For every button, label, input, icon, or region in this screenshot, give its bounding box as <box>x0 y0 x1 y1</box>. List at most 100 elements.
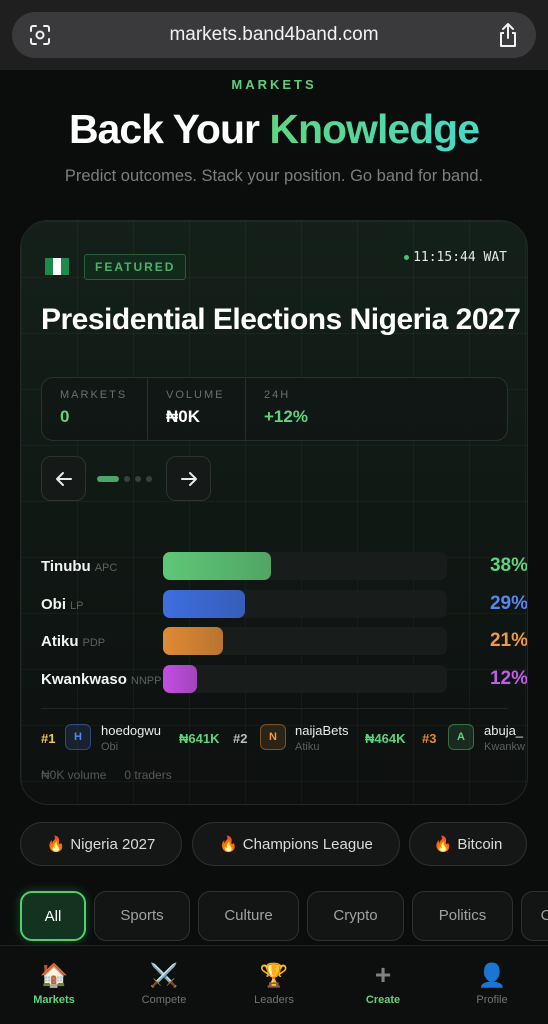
divider <box>41 708 508 709</box>
carousel-dot[interactable] <box>146 476 152 482</box>
candidate-row[interactable]: Obi LP 29% <box>41 589 527 619</box>
live-dot-icon <box>404 255 410 260</box>
stat-label: VOLUME <box>166 389 225 401</box>
candidate-party: APC <box>94 562 118 574</box>
tab-crypto[interactable]: Crypto <box>307 891 404 941</box>
candidate-name-text: Atiku <box>41 633 79 650</box>
leader-username: hoedogwu <box>101 723 161 738</box>
tab-culture[interactable]: Culture <box>198 891 299 941</box>
category-tabs: All Sports Culture Crypto Politics C <box>20 891 548 941</box>
arrow-right-icon <box>181 472 197 486</box>
nav-label: Create <box>365 994 401 1006</box>
leader-pick: Obi <box>101 741 119 753</box>
page-subtitle: Predict outcomes. Stack your position. G… <box>64 167 484 185</box>
chip-label: Nigeria 2027 <box>70 836 156 853</box>
leader-rank: #3 <box>422 731 437 746</box>
stat-volume: VOLUME ₦0K <box>148 378 246 440</box>
swords-icon: ⚔️ <box>149 962 179 988</box>
arrow-left-icon <box>56 472 72 486</box>
candidate-percent: 21% <box>489 630 528 651</box>
candidate-bar-fill <box>163 665 198 693</box>
plus-icon: + <box>374 959 392 990</box>
carousel-dot[interactable] <box>124 476 130 482</box>
fire-icon: 🔥 <box>433 836 453 853</box>
chip-champions-league[interactable]: 🔥 Champions League <box>192 822 400 866</box>
nav-markets[interactable]: 🏠 Markets <box>6 960 102 1006</box>
tab-politics[interactable]: Politics <box>412 891 513 941</box>
candidate-name: Tinubu APC <box>41 558 117 575</box>
nav-profile[interactable]: 👤 Profile <box>444 960 540 1006</box>
stat-label: 24H <box>264 389 291 401</box>
footer-volume: ₦0K volume <box>41 768 107 782</box>
stat-value: 0 <box>60 407 70 426</box>
candidate-percent: 38% <box>489 555 528 576</box>
market-title: Presidential Elections Nigeria 2027 <box>41 303 521 336</box>
stat-markets: MARKETS 0 <box>42 378 148 440</box>
leaderboard-strip: #1 H hoedogwu Obi ₦641K #2 N naijaBets A… <box>41 721 527 757</box>
leader-amount: ₦464K <box>365 731 406 746</box>
candidate-name: Kwankwaso NNPP <box>41 671 161 688</box>
address-bar[interactable]: markets.band4band.com <box>12 12 536 58</box>
leader-amount: ₦641K <box>179 731 220 746</box>
nav-label: Compete <box>141 994 187 1006</box>
stat-value: ₦0K <box>166 407 201 426</box>
candidate-party: NNPP <box>130 675 162 687</box>
house-icon: 🏠 <box>39 962 69 988</box>
featured-market-card[interactable]: FEATURED 11:15:44 WAT Presidential Elect… <box>20 220 528 805</box>
leader-pick: Kwankw <box>484 741 525 753</box>
chip-bitcoin[interactable]: 🔥 Bitcoin <box>409 822 527 866</box>
leader-avatar: A <box>448 724 474 750</box>
candidate-percent: 29% <box>489 593 528 614</box>
candidate-bar-track <box>163 552 447 580</box>
nav-compete[interactable]: ⚔️ Compete <box>116 960 212 1006</box>
fire-icon: 🔥 <box>219 836 238 853</box>
url-text[interactable]: markets.band4band.com <box>169 24 379 45</box>
candidate-row[interactable]: Kwankwaso NNPP 12% <box>41 664 527 694</box>
trophy-icon: 🏆 <box>259 962 289 988</box>
stats-panel: MARKETS 0 VOLUME ₦0K 24H +12% <box>41 377 508 441</box>
leader-username: naijaBets <box>295 723 349 738</box>
candidate-row[interactable]: Atiku PDP 21% <box>41 626 527 656</box>
prev-button[interactable] <box>41 456 86 501</box>
candidate-name: Atiku PDP <box>41 633 105 650</box>
candidate-row[interactable]: Tinubu APC 38% <box>41 551 527 581</box>
stat-24h: 24H +12% <box>246 378 356 440</box>
carousel-dot[interactable] <box>135 476 141 482</box>
leader-username: abuja_ <box>484 723 524 738</box>
next-button[interactable] <box>166 456 211 501</box>
share-icon[interactable] <box>496 22 520 48</box>
browser-toolbar: markets.band4band.com <box>0 0 548 70</box>
leader-avatar: N <box>260 724 286 750</box>
stat-value: +12% <box>264 407 308 426</box>
tab-all[interactable]: All <box>20 891 86 941</box>
leader-avatar: H <box>65 724 91 750</box>
candidate-name-text: Kwankwaso <box>41 671 127 688</box>
leader-pick: Atiku <box>295 741 320 753</box>
candidate-bar-fill <box>163 627 223 655</box>
bottom-nav: 🏠 Markets ⚔️ Compete 🏆 Leaders + Create … <box>0 945 548 1024</box>
carousel-dot-active[interactable] <box>97 476 119 482</box>
card-footer: ₦0K volume 0 traders <box>41 768 172 782</box>
carousel-dots <box>97 476 152 482</box>
lens-icon[interactable] <box>28 23 52 47</box>
candidate-bar-track <box>163 665 447 693</box>
candidate-name-text: Tinubu <box>41 558 91 575</box>
tab-sports[interactable]: Sports <box>94 891 190 941</box>
nav-label: Markets <box>33 994 75 1006</box>
nav-create[interactable]: + Create <box>335 959 431 1007</box>
card-grid-bg <box>21 221 527 804</box>
candidate-name: Obi LP <box>41 596 83 613</box>
chip-nigeria-2027[interactable]: 🔥 Nigeria 2027 <box>20 822 182 866</box>
stat-label: MARKETS <box>60 389 128 401</box>
nav-leaders[interactable]: 🏆 Leaders <box>226 960 322 1006</box>
candidate-bar-fill <box>163 590 246 618</box>
candidate-party: PDP <box>82 637 106 649</box>
nigeria-flag-icon <box>45 258 69 275</box>
nav-label: Profile <box>476 994 508 1006</box>
live-clock: 11:15:44 WAT <box>404 250 507 265</box>
title-white: Back Your <box>68 106 270 152</box>
page-content: MARKETS Back Your Knowledge Predict outc… <box>0 70 548 945</box>
candidate-party: LP <box>70 600 84 612</box>
tab-partial[interactable]: C <box>521 891 548 941</box>
leader-rank: #1 <box>41 731 56 746</box>
